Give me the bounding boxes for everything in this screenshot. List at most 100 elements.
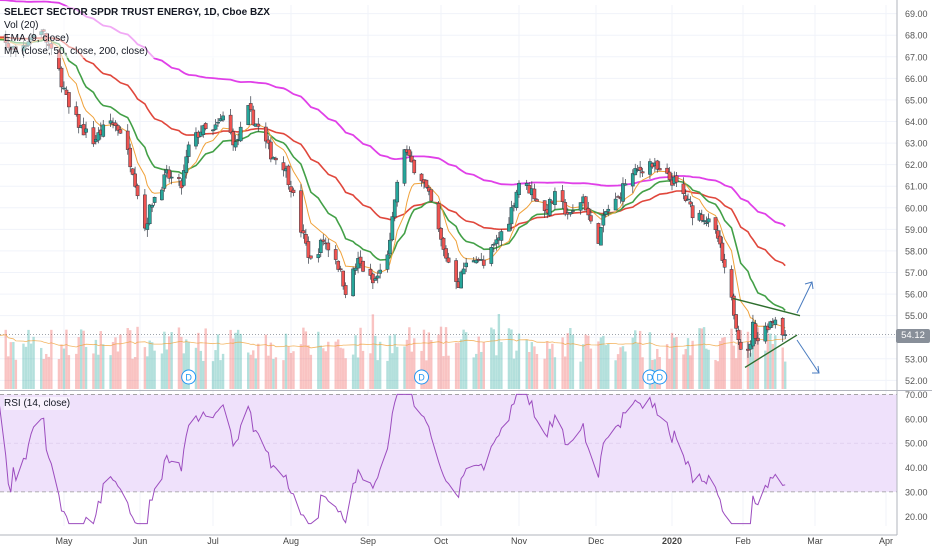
candle-down <box>756 337 760 342</box>
volume-bar <box>705 348 708 389</box>
time-tick-label: Dec <box>588 536 605 546</box>
volume-bar <box>304 331 308 389</box>
symbol-title[interactable]: SELECT SECTOR SPDR TRUST ENERGY, 1D, Cbo… <box>4 7 270 18</box>
volume-bar <box>231 338 235 389</box>
volume-bar <box>472 357 475 389</box>
volume-bar <box>65 329 68 389</box>
price-tick-label: 64.00 <box>905 117 928 127</box>
candle-down <box>657 168 662 171</box>
volume-bar <box>665 344 669 389</box>
time-tick-label: Aug <box>283 536 299 546</box>
volume-bar <box>619 347 622 389</box>
volume-bar <box>79 329 83 389</box>
candle-up <box>686 198 690 201</box>
candle-up <box>184 156 189 173</box>
volume-bar <box>150 342 154 389</box>
candle-down <box>321 239 326 242</box>
volume-bar <box>27 329 30 389</box>
volume-bar <box>682 354 685 389</box>
candle-down <box>699 214 704 221</box>
candle-down <box>125 130 130 150</box>
volume-bar <box>718 340 722 389</box>
volume-bar <box>62 348 66 389</box>
volume-bar <box>723 337 726 389</box>
candle-up <box>108 120 113 124</box>
volume-bar <box>569 327 572 389</box>
candle-up <box>238 126 243 142</box>
volume-bar <box>42 358 45 389</box>
volume-ma-line <box>0 334 786 349</box>
candle-up <box>748 343 753 350</box>
volume-bar <box>571 334 575 389</box>
volume-bar <box>351 354 355 389</box>
candle-down <box>281 162 286 171</box>
candle-down <box>116 125 120 131</box>
price-tick-label: 66.00 <box>905 74 928 84</box>
volume-bar <box>324 351 327 389</box>
volume-bar <box>388 335 392 389</box>
candle-down <box>683 195 688 201</box>
volume-bar <box>480 351 483 389</box>
candle-up <box>489 247 494 264</box>
volume-bar <box>636 343 639 389</box>
volume-study-label[interactable]: Vol (20) <box>4 20 39 31</box>
volume-bar <box>204 328 207 389</box>
volume-bar <box>267 355 270 389</box>
ma-study-label[interactable]: MA (close, 50, close, 200, close) <box>4 46 148 57</box>
volume-bar <box>257 343 260 389</box>
candle-down <box>722 259 727 268</box>
volume-bar <box>128 330 132 389</box>
candle-up <box>96 132 101 141</box>
dividend-marker <box>652 369 668 385</box>
volume-bar <box>319 345 323 389</box>
volume-bar <box>464 332 468 389</box>
ema-study-label[interactable]: EMA (9, close) <box>4 33 70 44</box>
volume-bar <box>638 330 642 389</box>
candle-down <box>436 202 441 230</box>
volume-bar <box>581 344 585 389</box>
candle-down <box>412 159 417 174</box>
volume-bar <box>430 340 433 389</box>
price-tick-label: 68.00 <box>905 31 928 41</box>
volume-bar <box>648 332 652 389</box>
volume-bar <box>587 335 590 389</box>
volume-bar <box>734 358 738 389</box>
volume-bar <box>604 345 608 389</box>
candle-up <box>648 161 652 175</box>
volume-bar <box>341 348 345 389</box>
candle-down <box>231 131 235 146</box>
candle-down <box>535 199 539 202</box>
volume-bar <box>177 327 181 389</box>
volume-bar <box>477 336 480 389</box>
volume-bar <box>57 359 61 389</box>
ma50-line <box>0 36 786 267</box>
candle-down <box>167 169 172 179</box>
candle-down <box>542 200 547 211</box>
candle-down <box>306 241 311 258</box>
candle-down <box>291 189 296 194</box>
volume-bar <box>182 353 185 389</box>
rsi-study-label[interactable]: RSI (14, close) <box>4 398 71 409</box>
candle-up <box>194 132 198 147</box>
rsi-legend: RSI (14, close) <box>4 397 71 410</box>
candle-up <box>509 207 514 225</box>
candle-down <box>419 173 424 182</box>
time-tick-label: Oct <box>434 536 449 546</box>
candle-down <box>674 175 679 183</box>
volume-bar <box>24 346 28 389</box>
candle-up <box>201 125 206 135</box>
candle-up <box>494 239 499 245</box>
volume-bar <box>84 346 88 389</box>
candle-down <box>309 255 313 259</box>
candle-up <box>768 321 773 329</box>
volume-bar <box>691 340 694 389</box>
candle-down <box>731 295 736 316</box>
volume-bar <box>99 331 102 389</box>
candle-down <box>299 190 303 233</box>
volume-bar <box>339 347 342 389</box>
volume-bar <box>97 354 100 389</box>
volume-bar <box>584 334 587 389</box>
volume-bar <box>675 337 678 389</box>
candle-down <box>135 185 140 197</box>
volume-bar <box>292 351 295 389</box>
